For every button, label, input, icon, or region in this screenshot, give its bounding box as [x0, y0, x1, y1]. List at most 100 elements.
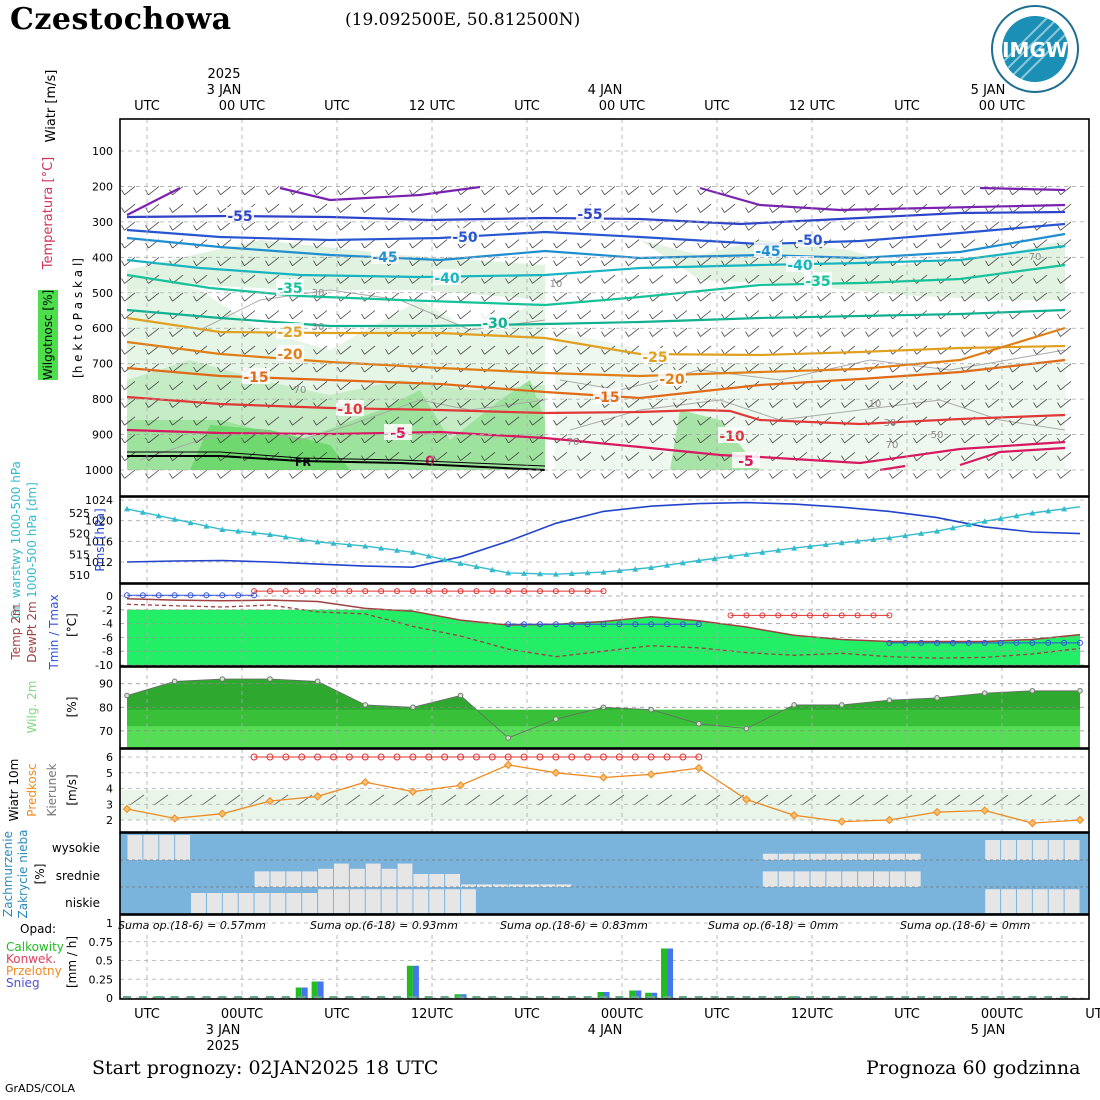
- y-tick-label: 1024: [85, 494, 113, 507]
- wind-barb: [124, 469, 136, 479]
- wind-barb-flag: [673, 420, 677, 426]
- wind-barb-flag: [361, 242, 365, 249]
- panel-frame: [119, 666, 1090, 749]
- pmsl-line: [126, 501, 1081, 569]
- wind-barb: [460, 310, 472, 320]
- wind-barb: [873, 794, 889, 806]
- wind-barb: [436, 345, 448, 355]
- wind-barb: [532, 363, 544, 373]
- wind-barb: [916, 327, 928, 337]
- wind-barb: [868, 434, 880, 444]
- wind-max-marker: [472, 753, 480, 761]
- isotherm-label: -20: [659, 372, 685, 388]
- wind-barb-flag: [409, 225, 413, 231]
- wind-barb: [316, 257, 328, 267]
- wind-barb-flag: [625, 437, 629, 444]
- wind-barb-flag: [649, 189, 653, 196]
- wind-barb-flag: [1009, 366, 1013, 373]
- precip-trace: [885, 996, 894, 998]
- cloud-bar-low: [413, 889, 429, 913]
- wind-barb-flag: [769, 402, 773, 408]
- wind-barb: [508, 469, 520, 479]
- wind-speed-marker: [265, 796, 275, 806]
- wind-barb-flag: [145, 384, 149, 390]
- tmin-marker: [187, 592, 194, 599]
- wind-barb-flag: [649, 207, 653, 213]
- wind-max-marker: [488, 753, 496, 761]
- wind-max-marker: [425, 753, 433, 761]
- wind-speed-marker: [551, 768, 561, 777]
- wind-barb-flag: [1009, 313, 1013, 320]
- isotherm-line: [126, 395, 1066, 426]
- isotherm-label: -15: [594, 390, 619, 406]
- wind-barb: [964, 221, 976, 231]
- wind-barb: [532, 416, 544, 426]
- wind-barb: [412, 469, 424, 479]
- isotherm-line: [126, 428, 1066, 465]
- wind-barb-flag: [1057, 295, 1061, 302]
- wind-barb: [153, 794, 169, 806]
- tmin-marker: [902, 639, 909, 646]
- wind-barb-flag: [505, 437, 509, 444]
- wind-barb-flag: [145, 473, 149, 479]
- tmax-marker: [743, 612, 750, 619]
- wind-barb: [1060, 292, 1072, 302]
- bottom-tick-label: UTC: [894, 1007, 920, 1022]
- wind-barb-flag: [625, 455, 629, 461]
- wind-barb-flag: [721, 331, 725, 337]
- wind-barb-flag: [409, 366, 413, 373]
- wind-max-marker: [298, 753, 306, 761]
- cloud-bar-high: [1016, 840, 1032, 860]
- panel-frame: [119, 914, 1090, 1000]
- precip-trace: [631, 996, 640, 998]
- tmax-marker: [251, 588, 258, 595]
- precip-legend-conv: Konwek.: [6, 952, 56, 966]
- humidity-contour: [569, 399, 1066, 431]
- wind-barb-flag: [913, 366, 917, 373]
- wind-barb: [820, 451, 832, 461]
- wind-barb-flag: [529, 331, 533, 337]
- wind-barb: [724, 274, 736, 284]
- bottom-axis: UTC 00UTC UTC 12UTC UTC 00UTC UTC 12UTC UTC 00UTC…: [134, 1007, 1100, 1054]
- tmin-marker: [934, 639, 941, 646]
- humidity-marker: [838, 702, 845, 708]
- isotherm-label-bg: [451, 228, 479, 244]
- tmax-marker: [473, 588, 480, 595]
- precip-trace: [488, 996, 497, 998]
- wind-barb: [796, 292, 808, 302]
- wind-barb-flag: [481, 189, 485, 196]
- wind-barb-flag: [721, 349, 725, 355]
- wind-barb: [1012, 381, 1024, 391]
- wind-barb: [196, 274, 208, 284]
- cloud-bar-low: [222, 893, 238, 913]
- wind-barb-flag: [409, 402, 413, 408]
- precip-trace: [551, 996, 560, 998]
- precip-trace: [567, 996, 576, 998]
- wind-barb: [436, 398, 448, 408]
- wind-barb: [916, 186, 928, 196]
- wind-barb-flag: [577, 189, 581, 196]
- wind-barb: [964, 239, 976, 249]
- wind-barb-flag: [193, 225, 197, 231]
- wind-barb-flag: [769, 437, 773, 444]
- wind-barb: [532, 239, 544, 249]
- isotherm-label-bg: [718, 427, 746, 443]
- wind-barb: [268, 239, 280, 249]
- wind-speed-marker: [218, 809, 227, 818]
- precip-trace: [297, 996, 306, 998]
- tmax-marker: [521, 588, 528, 595]
- wind-barb-flag: [265, 384, 269, 390]
- wind-speed-marker: [456, 781, 465, 790]
- humidity-label: 30: [312, 322, 325, 333]
- wind-barb-flag: [337, 260, 341, 266]
- wind-barb-flag: [937, 242, 941, 249]
- tmin-marker: [203, 592, 210, 599]
- tmax-marker: [600, 588, 607, 595]
- wind-barb-flag: [265, 225, 269, 231]
- wind-barb: [892, 292, 904, 302]
- thickness-marker: [664, 562, 671, 568]
- wind-barb-flag: [217, 384, 221, 390]
- thickness-marker: [648, 564, 655, 571]
- axis-title: DewPt 2m: [25, 601, 39, 663]
- wind-barb-flag: [1057, 420, 1061, 426]
